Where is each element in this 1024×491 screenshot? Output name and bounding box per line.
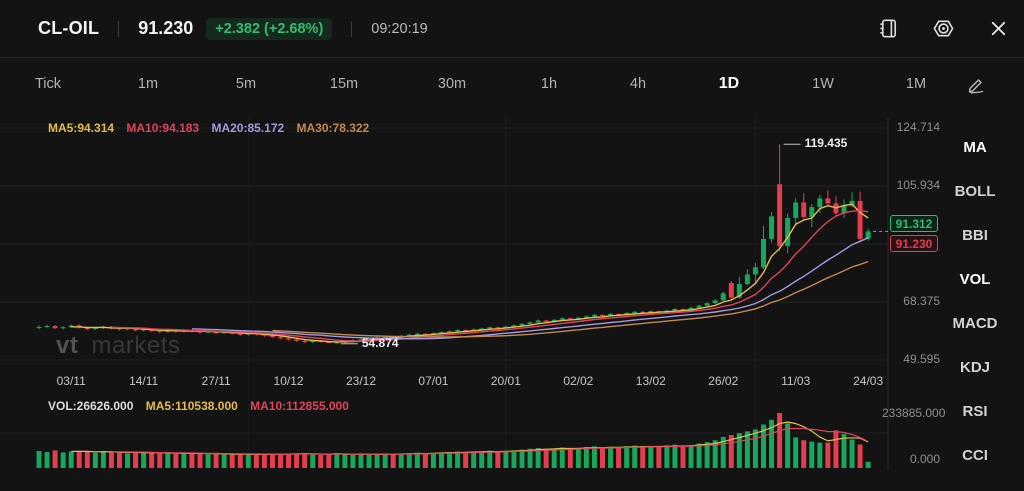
server-time: 09:20:19: [371, 20, 428, 37]
tab-1h[interactable]: 1h: [540, 76, 558, 92]
low-price-annotation: 54.874: [361, 335, 399, 350]
symbol-name: CL-OIL: [38, 18, 100, 38]
volume-ma5-value: MA5:110538.000: [145, 399, 238, 413]
indicator-boll[interactable]: BOLL: [954, 183, 996, 200]
topbar-icons: [877, 17, 1010, 40]
x-label: 26/02: [708, 374, 739, 388]
top-bar: CL-OIL 91.230 +2.382 (+2.68%) 09:20:19: [0, 0, 1024, 58]
tab-30m[interactable]: 30m: [437, 76, 467, 92]
change-badge: +2.382 (+2.68%): [206, 17, 333, 40]
tab-4h[interactable]: 4h: [629, 76, 647, 92]
divider: [118, 20, 120, 37]
price-axis-68: 68.375: [903, 294, 940, 308]
last-price: 91.230: [138, 18, 194, 38]
journal-icon[interactable]: [877, 17, 900, 40]
price-tag-lower: 91.230: [890, 235, 938, 252]
x-label: 02/02: [563, 374, 594, 388]
tab-1w[interactable]: 1W: [812, 76, 834, 92]
watermark-light: markets: [91, 332, 181, 359]
volume-value: VOL:26626.000: [48, 399, 134, 413]
tab-15m[interactable]: 15m: [329, 76, 359, 92]
high-price-annotation: 119.435: [804, 136, 848, 151]
tab-1d[interactable]: 1D: [718, 75, 740, 92]
x-label: 13/02: [635, 374, 666, 388]
close-icon[interactable]: [987, 17, 1010, 40]
indicator-vol[interactable]: VOL: [959, 271, 991, 288]
volume-axis-min: 0.000: [909, 452, 940, 466]
edit-pencil-icon[interactable]: [966, 74, 986, 94]
x-label: 14/11: [129, 374, 159, 388]
x-label: 10/12: [273, 374, 304, 388]
indicator-cci[interactable]: CCI: [962, 447, 988, 464]
x-label: 03/11: [56, 374, 86, 388]
price-tag-upper: 91.312: [890, 215, 938, 232]
indicator-kdj[interactable]: KDJ: [959, 359, 990, 376]
ma20-value: MA20:85.172: [211, 121, 285, 135]
ma5-value: MA5:94.314: [48, 121, 115, 135]
vt-markets-watermark: vt markets: [56, 332, 180, 360]
x-label: 23/12: [345, 374, 377, 388]
ma30-value: MA30:78.322: [296, 121, 370, 135]
indicator-bbi[interactable]: BBI: [962, 227, 988, 244]
price-axis-49: 49.595: [903, 352, 940, 366]
x-label: 20/01: [490, 374, 521, 388]
x-label: 27/11: [201, 374, 231, 388]
tab-5m[interactable]: 5m: [235, 76, 257, 92]
indicator-ma[interactable]: MA: [963, 139, 987, 156]
watermark-bold: vt: [56, 332, 79, 359]
x-label: 11/03: [781, 374, 811, 388]
volume-axis-max: 233885.000: [882, 406, 946, 420]
volume-ma10-value: MA10:112855.000: [250, 399, 349, 413]
ma10-value: MA10:94.183: [126, 121, 200, 135]
timeframe-bar: Tick 1m 5m 15m 30m 1h 4h 1D 1W 1M: [0, 57, 1024, 111]
price-axis-105: 105.934: [896, 178, 940, 192]
indicator-rsi[interactable]: RSI: [962, 403, 988, 420]
price-axis-124: 124.714: [896, 120, 940, 134]
tab-tick[interactable]: Tick: [34, 76, 62, 92]
settings-icon[interactable]: [932, 17, 955, 40]
ma-legend: MA5:94.314 MA10:94.183 MA20:85.172 MA30:…: [48, 121, 378, 135]
volume-legend: VOL:26626.000 MA5:110538.000 MA10:112855…: [48, 399, 358, 413]
tab-1m[interactable]: 1m: [137, 76, 159, 92]
x-label: 24/03: [853, 374, 884, 388]
indicator-macd[interactable]: MACD: [952, 315, 998, 332]
tab-1m-month[interactable]: 1M: [905, 76, 927, 92]
divider: [351, 20, 353, 37]
x-label: 07/01: [418, 374, 449, 388]
